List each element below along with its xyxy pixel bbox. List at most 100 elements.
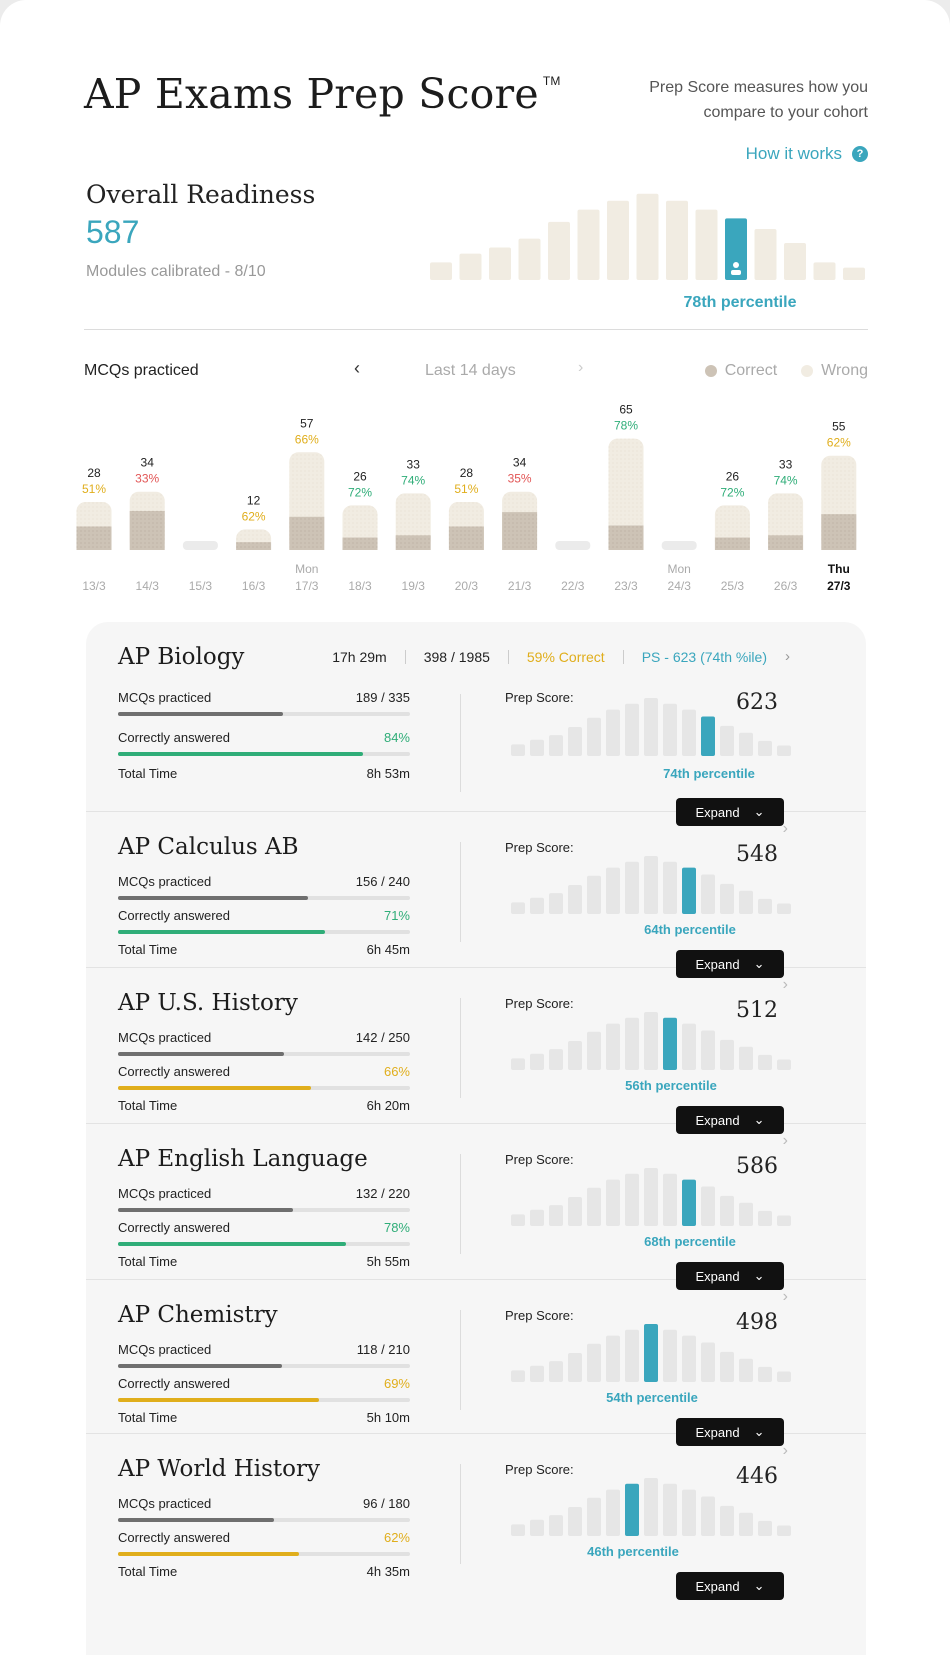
your-position-bar	[682, 867, 696, 914]
chart-legend: Correct Wrong	[704, 362, 868, 380]
subject-name: AP U.S. History	[118, 990, 298, 1016]
total-time-value: 6h 45m	[366, 942, 410, 957]
divider	[84, 329, 868, 330]
distribution-bar	[777, 1525, 791, 1536]
subject-percentile: 74th percentile	[663, 766, 755, 781]
distribution-bar	[720, 1505, 734, 1536]
chevron-right-icon[interactable]: ›	[785, 648, 790, 665]
expand-button[interactable]: Expand ⌄	[676, 1106, 784, 1134]
distribution-bar	[530, 1209, 544, 1226]
distribution-bar	[720, 1351, 734, 1382]
distribution-bar	[489, 247, 511, 280]
chevron-right-icon[interactable]: ›	[578, 359, 584, 376]
expand-button[interactable]: Expand ⌄	[676, 798, 784, 826]
date-label: 25/3	[721, 579, 745, 593]
date-label: 15/3	[189, 579, 213, 593]
bar-percent-label: 78%	[614, 419, 638, 433]
distribution-bar	[568, 1353, 582, 1382]
chevron-left-icon[interactable]: ‹	[354, 358, 360, 378]
total-time-value: 6h 20m	[366, 1098, 410, 1113]
chevron-right-icon[interactable]: ›	[782, 1442, 788, 1459]
column-divider	[460, 694, 461, 792]
expand-button[interactable]: Expand ⌄	[676, 950, 784, 978]
distribution-bar	[530, 1519, 544, 1536]
distribution-bar	[682, 1489, 696, 1536]
correct-progress-track	[118, 1242, 410, 1246]
distribution-bar	[549, 1515, 563, 1536]
correctly-answered-value: 69%	[383, 1376, 410, 1391]
total-time-value: 5h 55m	[366, 1254, 410, 1269]
distribution-bar	[644, 1478, 658, 1536]
chevron-right-icon[interactable]: ›	[782, 976, 788, 993]
mcq-progress-track	[118, 712, 410, 716]
your-position-bar	[682, 1179, 696, 1226]
correct-bar-segment	[342, 537, 378, 550]
distribution-bar	[549, 893, 563, 914]
bar-total-label: 34	[141, 456, 155, 470]
distribution-bar	[511, 902, 525, 914]
subject-card: AP English Language MCQs practiced 132 / 2…	[86, 1124, 866, 1290]
correct-progress-track	[118, 1552, 410, 1556]
bar-total-label: 28	[87, 466, 101, 480]
distribution-bar	[625, 861, 639, 914]
distribution-bar	[701, 874, 715, 914]
distribution-bar	[644, 856, 658, 914]
expand-button[interactable]: Expand ⌄	[676, 1262, 784, 1290]
bar-total-label: 28	[460, 466, 474, 480]
chevron-right-icon[interactable]: ›	[782, 1132, 788, 1149]
correct-progress-track	[118, 752, 410, 756]
subject-percentile: 68th percentile	[644, 1234, 736, 1249]
date-label: 20/3	[455, 579, 479, 593]
your-position-bar	[663, 1017, 677, 1070]
date-label: 13/3	[82, 579, 106, 593]
day-name-label: Mon	[295, 562, 318, 576]
date-label: 26/3	[774, 579, 798, 593]
chevron-right-icon[interactable]: ›	[782, 820, 788, 837]
distribution-bar	[549, 1361, 563, 1382]
distribution-bar	[720, 883, 734, 914]
column-divider	[460, 1464, 461, 1564]
distribution-bar	[587, 875, 601, 914]
correct-bar-segment	[76, 526, 112, 550]
distribution-bar	[682, 1335, 696, 1382]
distribution-bar	[568, 1041, 582, 1070]
correct-bar-segment	[608, 525, 644, 550]
distribution-bar	[530, 897, 544, 914]
bar-percent-label: 62%	[827, 436, 851, 450]
wrong-bar-segment	[608, 438, 644, 550]
distribution-bar	[606, 1179, 620, 1226]
mcq-progress-track	[118, 1208, 410, 1212]
distribution-bar	[568, 727, 582, 756]
mcq-practiced-value: 132 / 220	[355, 1186, 410, 1201]
mcq-practiced-row: MCQs practiced 142 / 250	[118, 1030, 410, 1045]
mcq-practiced-value: 142 / 250	[355, 1030, 410, 1045]
bar-percent-label: 72%	[348, 485, 372, 499]
distribution-bar	[701, 1342, 715, 1382]
date-label: 22/3	[561, 579, 585, 593]
distribution-bar	[663, 1329, 677, 1382]
expand-button[interactable]: Expand ⌄	[676, 1418, 784, 1446]
distribution-bar	[549, 1205, 563, 1226]
distribution-bar	[568, 1197, 582, 1226]
column-divider	[460, 998, 461, 1098]
subject-percentile: 64th percentile	[644, 922, 736, 937]
mcq-practiced-row: MCQs practiced 156 / 240	[118, 874, 410, 889]
subject-card: AP Chemistry MCQs practiced 118 / 210 Corre…	[86, 1280, 866, 1446]
column-divider	[460, 1310, 461, 1410]
chevron-right-icon[interactable]: ›	[782, 1288, 788, 1305]
mcq-progress-fill	[118, 896, 308, 900]
distribution-bar	[682, 1023, 696, 1070]
mcq-progress-fill	[118, 1052, 284, 1056]
distribution-bar	[663, 1483, 677, 1536]
subject-name: AP Chemistry	[118, 1302, 278, 1328]
distribution-bar	[701, 1030, 715, 1070]
how-it-works-link[interactable]: How it works ?	[746, 144, 868, 164]
subject-percentile: 46th percentile	[587, 1544, 679, 1559]
correctly-answered-row: Correctly answered 69%	[118, 1376, 410, 1391]
expand-button[interactable]: Expand ⌄	[676, 1572, 784, 1600]
distribution-bar	[777, 745, 791, 756]
legend-wrong: Wrong	[801, 362, 868, 380]
correct-bar-segment	[714, 537, 750, 550]
correct-bar-segment	[129, 510, 165, 550]
correct-progress-fill	[118, 1552, 300, 1556]
